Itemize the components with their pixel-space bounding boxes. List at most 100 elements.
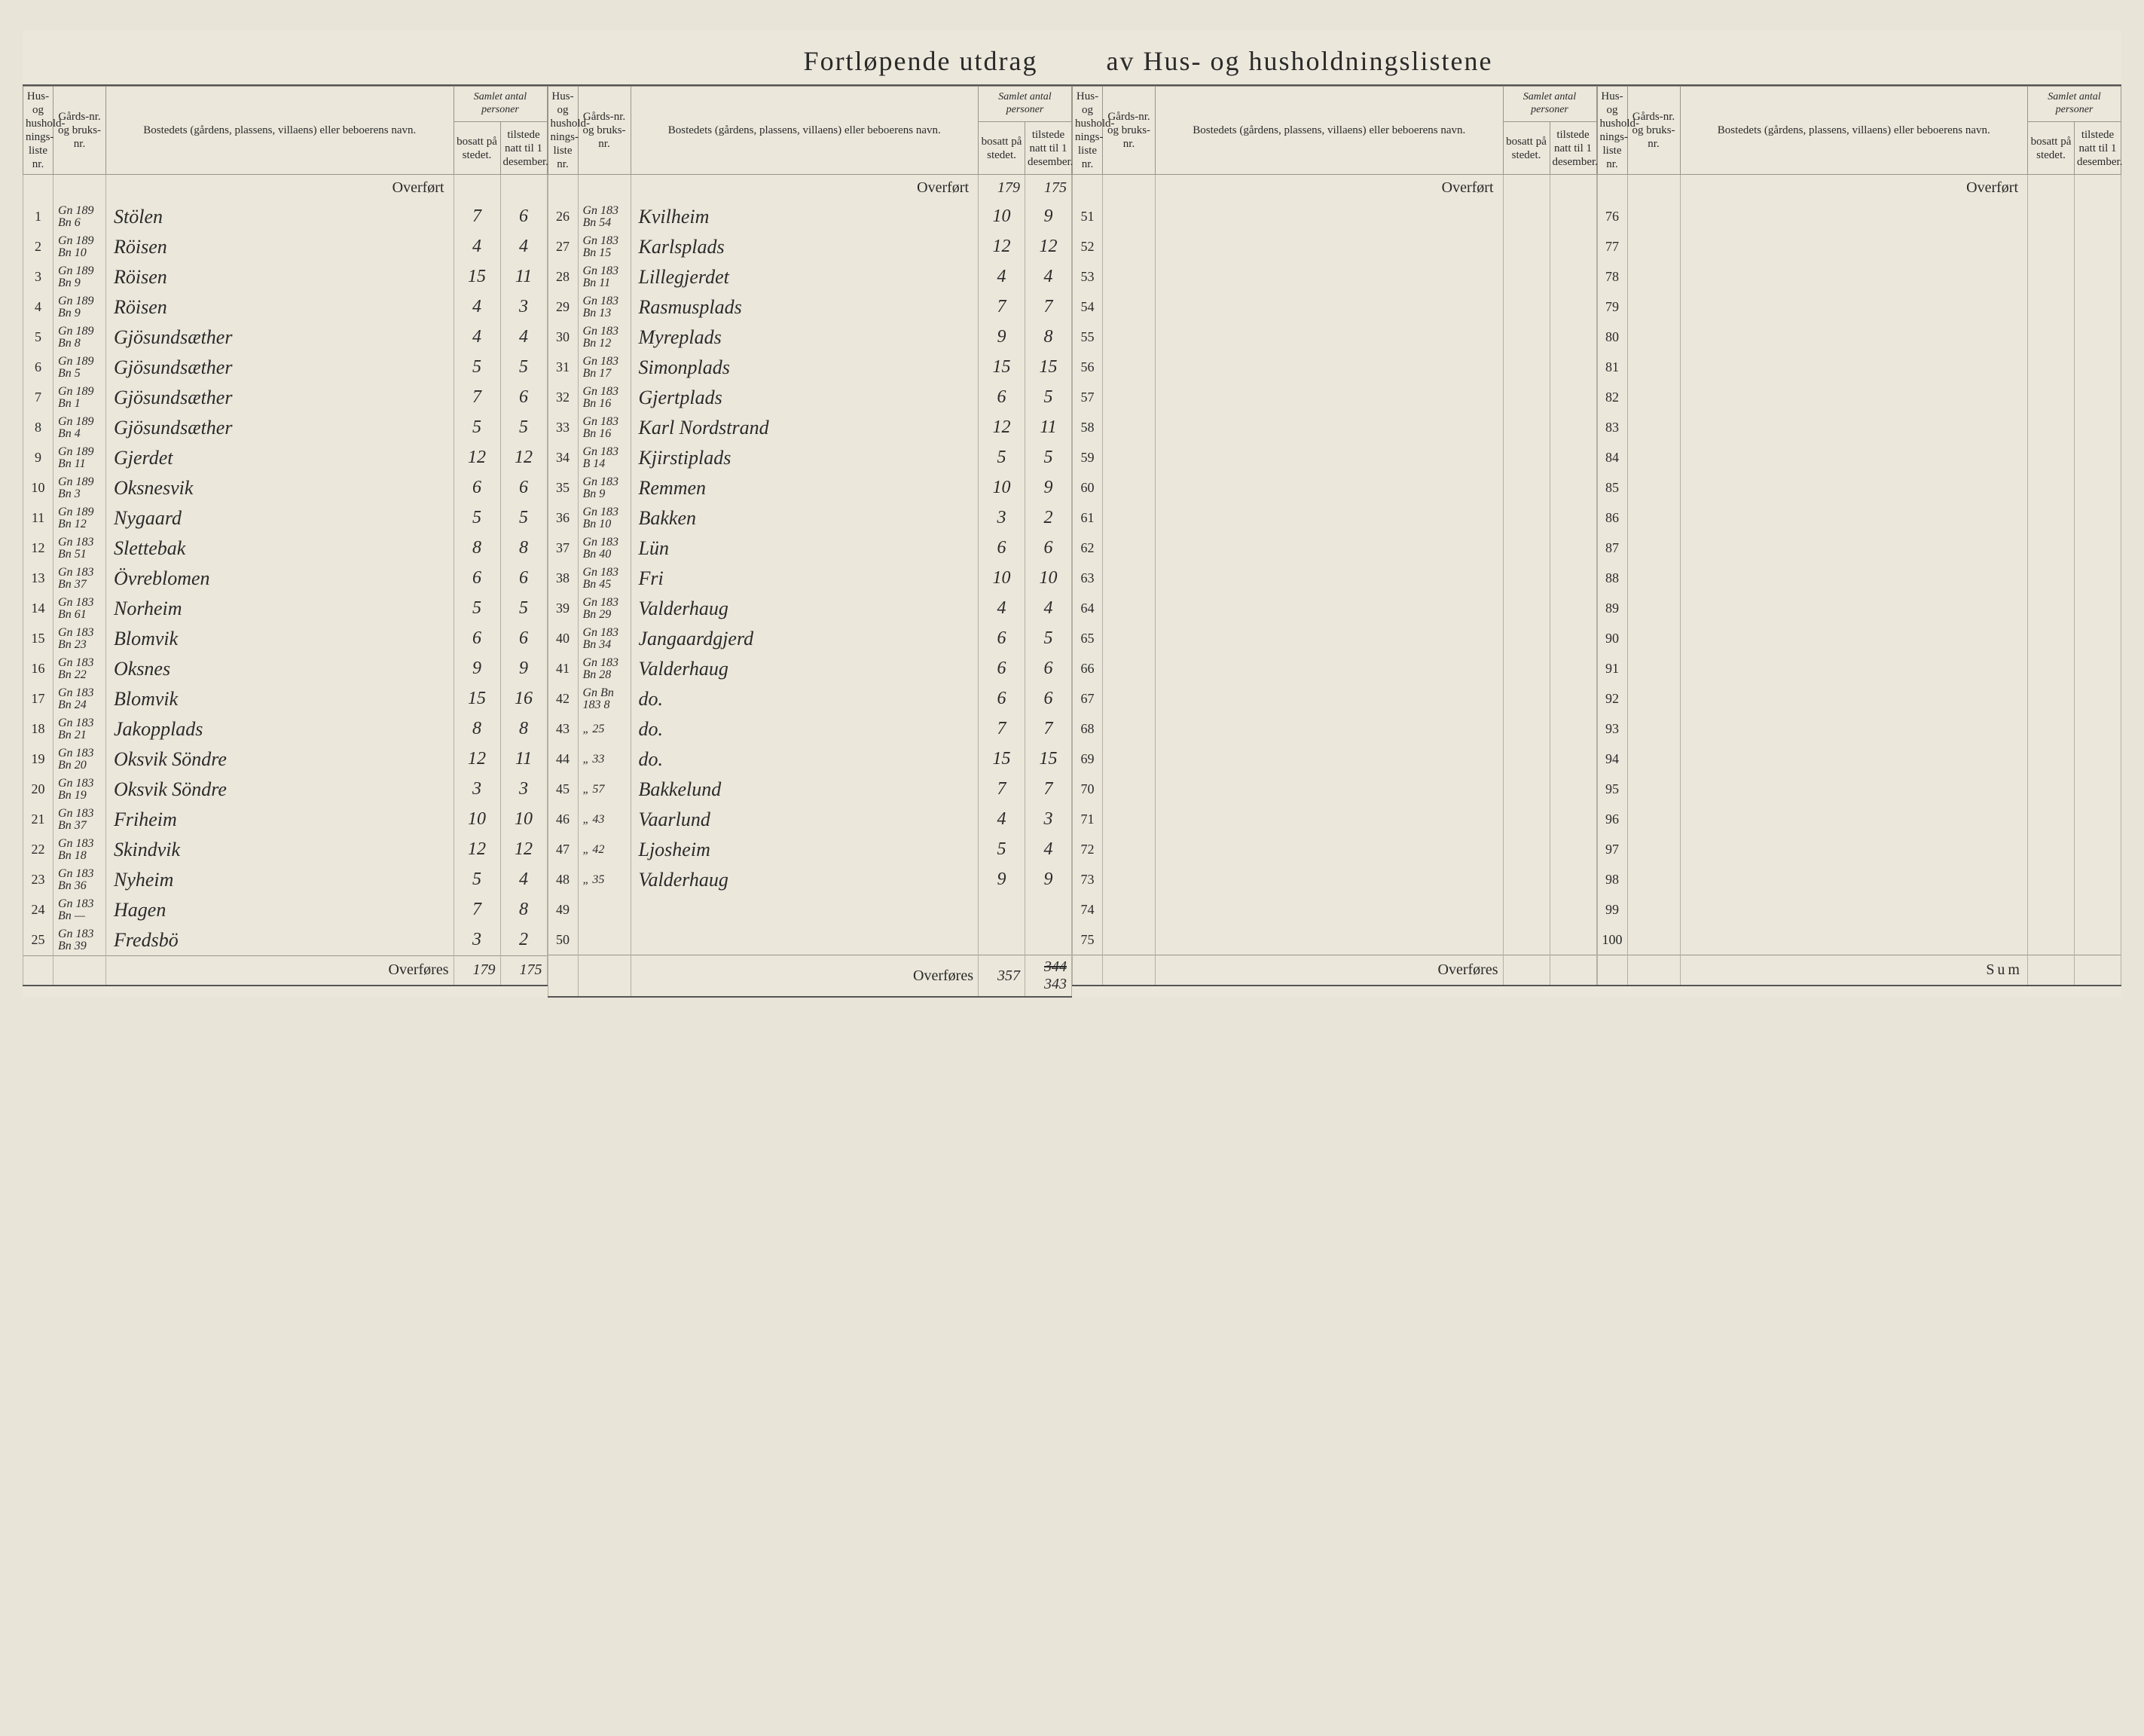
tilstede-count: 7 bbox=[1025, 714, 1072, 744]
gards-bruks-nr bbox=[1103, 714, 1156, 744]
row-number: 26 bbox=[548, 202, 578, 232]
bosted-name: Röisen bbox=[106, 232, 454, 262]
row-number: 56 bbox=[1073, 353, 1103, 383]
bosatt-count bbox=[1503, 835, 1550, 865]
tilstede-count bbox=[2075, 292, 2121, 322]
bosatt-count bbox=[2028, 744, 2075, 775]
tilstede-count: 6 bbox=[1025, 533, 1072, 564]
row-number: 49 bbox=[548, 895, 578, 925]
ledger-table: Hus- og hushold-nings-liste nr. Gårds-nr… bbox=[548, 86, 1073, 998]
col-hus-nr: Hus- og hushold-nings-liste nr. bbox=[1073, 87, 1103, 175]
tilstede-count bbox=[1550, 895, 1596, 925]
ledger-row: 6 Gn 189 Bn 5 Gjösundsæther 5 5 bbox=[23, 353, 548, 383]
ledger-row: 43 „ 25 do. 7 7 bbox=[548, 714, 1072, 744]
row-number: 9 bbox=[23, 443, 53, 473]
gards-bruks-nr bbox=[1627, 925, 1680, 955]
gards-bruks-nr bbox=[1103, 262, 1156, 292]
bosted-name: Lün bbox=[631, 533, 979, 564]
ledger-row: 39 Gn 183 Bn 29 Valderhaug 4 4 bbox=[548, 594, 1072, 624]
row-number: 61 bbox=[1073, 503, 1103, 533]
tilstede-count bbox=[1550, 865, 1596, 895]
gards-bruks-nr bbox=[1103, 503, 1156, 533]
gards-bruks-nr bbox=[1103, 202, 1156, 232]
gards-bruks-nr: Gn 183 Bn 51 bbox=[53, 533, 106, 564]
overfort-tilstede: 175 bbox=[1025, 175, 1072, 202]
row-number: 23 bbox=[23, 865, 53, 895]
tilstede-count: 2 bbox=[1025, 503, 1072, 533]
row-number: 89 bbox=[1597, 594, 1627, 624]
bosted-name: Norheim bbox=[106, 594, 454, 624]
ledger-row: 58 bbox=[1073, 413, 1597, 443]
gards-bruks-nr bbox=[1103, 564, 1156, 594]
tilstede-count: 10 bbox=[1025, 564, 1072, 594]
bosatt-count: 10 bbox=[979, 473, 1025, 503]
tilstede-count: 3 bbox=[500, 292, 547, 322]
ledger-row: 56 bbox=[1073, 353, 1597, 383]
row-number: 32 bbox=[548, 383, 578, 413]
bosatt-count: 4 bbox=[454, 232, 500, 262]
gards-bruks-nr bbox=[1103, 835, 1156, 865]
gards-bruks-nr bbox=[1627, 353, 1680, 383]
row-number: 90 bbox=[1597, 624, 1627, 654]
tilstede-count: 4 bbox=[500, 322, 547, 353]
census-ledger-page: Fortløpende utdrag av Hus- og husholdnin… bbox=[23, 30, 2121, 998]
row-number: 60 bbox=[1073, 473, 1103, 503]
tilstede-count bbox=[1550, 503, 1596, 533]
gards-bruks-nr: Gn 189 Bn 12 bbox=[53, 503, 106, 533]
ledger-row: 66 bbox=[1073, 654, 1597, 684]
bosatt-count: 7 bbox=[979, 292, 1025, 322]
row-number: 15 bbox=[23, 624, 53, 654]
col-hus-nr: Hus- og hushold-nings-liste nr. bbox=[23, 87, 53, 175]
ledger-row: 97 bbox=[1597, 835, 2121, 865]
tilstede-count: 6 bbox=[500, 383, 547, 413]
ledger-row: 88 bbox=[1597, 564, 2121, 594]
gards-bruks-nr: Gn 183 Bn 24 bbox=[53, 684, 106, 714]
bosted-name: Röisen bbox=[106, 262, 454, 292]
bosatt-count bbox=[2028, 564, 2075, 594]
ledger-row: 26 Gn 183 Bn 54 Kvilheim 10 9 bbox=[548, 202, 1072, 232]
tilstede-count bbox=[2075, 473, 2121, 503]
bosted-name bbox=[1156, 473, 1504, 503]
row-number: 74 bbox=[1073, 895, 1103, 925]
gards-bruks-nr: Gn 183 Bn 45 bbox=[578, 564, 631, 594]
bosatt-count: 5 bbox=[454, 594, 500, 624]
row-number: 11 bbox=[23, 503, 53, 533]
tilstede-count bbox=[1550, 533, 1596, 564]
bosted-name: Övreblomen bbox=[106, 564, 454, 594]
tilstede-count bbox=[2075, 443, 2121, 473]
tilstede-count bbox=[2075, 925, 2121, 955]
gards-bruks-nr bbox=[1627, 413, 1680, 443]
bosatt-count bbox=[2028, 533, 2075, 564]
row-number: 78 bbox=[1597, 262, 1627, 292]
ledger-row: 10 Gn 189 Bn 3 Oksnesvik 6 6 bbox=[23, 473, 548, 503]
row-number: 96 bbox=[1597, 805, 1627, 835]
bosted-name bbox=[1156, 895, 1504, 925]
gards-bruks-nr bbox=[1103, 744, 1156, 775]
bosted-name bbox=[1156, 624, 1504, 654]
tilstede-count bbox=[2075, 322, 2121, 353]
row-number: 24 bbox=[23, 895, 53, 925]
bosted-name: Jakopplads bbox=[106, 714, 454, 744]
gards-bruks-nr: Gn 189 Bn 10 bbox=[53, 232, 106, 262]
ledger-row: 5 Gn 189 Bn 8 Gjösundsæther 4 4 bbox=[23, 322, 548, 353]
row-number: 79 bbox=[1597, 292, 1627, 322]
tilstede-count bbox=[2075, 413, 2121, 443]
ledger-table: Hus- og hushold-nings-liste nr. Gårds-nr… bbox=[1597, 86, 2122, 986]
ledger-row: 38 Gn 183 Bn 45 Fri 10 10 bbox=[548, 564, 1072, 594]
tilstede-count bbox=[1550, 353, 1596, 383]
tilstede-count bbox=[2075, 744, 2121, 775]
gards-bruks-nr: Gn 189 Bn 4 bbox=[53, 413, 106, 443]
gards-bruks-nr bbox=[578, 925, 631, 955]
overfort-label: Overført bbox=[631, 175, 979, 202]
ledger-row: 93 bbox=[1597, 714, 2121, 744]
tilstede-count bbox=[2075, 865, 2121, 895]
bosatt-count bbox=[1503, 594, 1550, 624]
row-number: 72 bbox=[1073, 835, 1103, 865]
gards-bruks-nr: Gn 183 Bn — bbox=[53, 895, 106, 925]
bosted-name bbox=[1680, 895, 2028, 925]
ledger-row: 4 Gn 189 Bn 9 Röisen 4 3 bbox=[23, 292, 548, 322]
bosted-name bbox=[1680, 443, 2028, 473]
bosatt-count: 15 bbox=[979, 744, 1025, 775]
tilstede-count: 9 bbox=[1025, 865, 1072, 895]
ledger-row: 78 bbox=[1597, 262, 2121, 292]
